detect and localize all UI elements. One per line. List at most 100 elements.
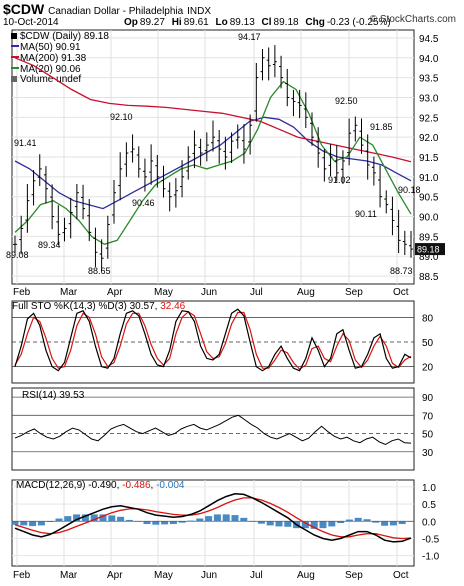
y-tick-label: 90.0 (419, 213, 439, 224)
x-tick-label: Apr (107, 287, 123, 298)
y-tick-label: 94.5 (419, 34, 439, 45)
price-bar (322, 149, 327, 182)
price-bar (124, 142, 129, 177)
price-bar (334, 145, 339, 182)
stoch-legend: Full STO %K(14,3) %D(3) 30.57, 32.46 (12, 301, 186, 312)
macd-legend-sep: , (151, 480, 157, 491)
change-value: -0.23 (-0.25%) (326, 17, 391, 28)
price-bar (347, 118, 352, 166)
price-bar (285, 68, 290, 107)
price-bar (13, 235, 17, 254)
y-tick-label: 50 (422, 338, 434, 349)
high-value: 89.61 (183, 17, 209, 28)
macd-histogram-bar (398, 521, 406, 525)
macd-histogram-bar (372, 521, 380, 523)
chart-title: $CDW Canadian Dollar - Philadelphia INDX (3, 1, 211, 17)
macd-histogram-bar (381, 521, 389, 526)
price-bar (229, 132, 234, 163)
macd-legend-signal: -0.486 (122, 480, 151, 491)
price-annotation: 88.65 (88, 266, 111, 276)
x-tick-label: Aug (297, 287, 315, 298)
macd-histogram-bar (240, 517, 248, 522)
price-bar (105, 215, 110, 259)
y-tick-label: 20 (422, 363, 434, 374)
x-tick-label: Feb (13, 287, 31, 298)
macd-histogram-bar (275, 521, 283, 527)
macd-histogram-bar (222, 514, 230, 522)
price-annotation: 92.50 (335, 96, 358, 106)
price-bar (248, 114, 253, 155)
x-tick-label: May (154, 570, 173, 581)
price-bar (340, 150, 345, 184)
macd-histogram-bar (117, 516, 125, 522)
y-tick-label: 92.5 (419, 113, 439, 124)
x-tick-label: Jun (201, 287, 217, 298)
last-price-value: 89.18 (417, 245, 440, 255)
macd-histogram-bar (213, 514, 221, 522)
macd-histogram-bar (169, 521, 177, 525)
price-bar (136, 146, 141, 178)
x-tick-label: Oct (393, 570, 409, 581)
macd-histogram-bar (257, 521, 265, 524)
price-bar (19, 215, 24, 255)
symbol: $CDW (3, 1, 45, 17)
y-tick-label: 92.0 (419, 133, 439, 144)
x-tick-label: Sep (345, 570, 363, 581)
x-tick-label: Jul (250, 287, 263, 298)
price-bar (272, 45, 277, 78)
close-value: 89.18 (273, 17, 299, 28)
low-value: 89.13 (229, 17, 255, 28)
y-tick-label: -1.0 (422, 552, 440, 563)
price-bar (62, 217, 67, 242)
price-bar (81, 184, 86, 220)
close-label: Cl (261, 17, 272, 28)
macd-histogram-bar (20, 521, 28, 526)
price-bar (297, 89, 302, 119)
change-label: Chg (305, 17, 325, 28)
price-bar (192, 130, 197, 169)
rsi-line (14, 414, 412, 446)
macd-histogram-bar (161, 521, 169, 525)
price-bar (235, 124, 240, 149)
macd-histogram-bar (363, 519, 371, 522)
x-tick-label: Feb (13, 570, 31, 581)
open-value: 89.27 (139, 17, 165, 28)
quote-date: 10-Oct-2014 (3, 17, 59, 28)
x-tick-label: Mar (60, 287, 78, 298)
x-tick-label: May (154, 287, 173, 298)
price-bar (310, 112, 314, 146)
price-annotation: 91.02 (328, 175, 351, 185)
price-bar (74, 183, 79, 220)
macd-histogram-bar (46, 521, 54, 522)
ma200-line (14, 57, 412, 163)
macd-histogram-bar (284, 521, 292, 527)
macd-histogram-bar (55, 518, 63, 522)
macd-histogram-bar (90, 514, 98, 522)
stoch-legend-d: 32.46 (160, 301, 185, 312)
stoch-k-line (14, 308, 412, 372)
y-tick-label: 90.5 (419, 193, 439, 204)
x-tick-label: Jul (250, 570, 263, 581)
macd-histogram-bar (37, 521, 45, 526)
y-tick-label: 80 (422, 313, 434, 324)
price-annotation: 90.11 (355, 209, 377, 219)
price-bar (384, 190, 389, 214)
legend-text: MA(50) 90.91 (20, 42, 81, 53)
low-label: Lo (215, 17, 228, 28)
price-bar (173, 178, 178, 208)
macd-histogram-bar (29, 521, 37, 527)
macd-histogram-bar (187, 520, 195, 522)
macd-histogram-bar (73, 514, 81, 522)
y-tick-label: 0.5 (422, 500, 436, 511)
price-bar (204, 132, 209, 162)
price-bar (291, 89, 296, 117)
y-tick-label: 90 (422, 393, 434, 404)
price-bar (254, 62, 259, 122)
macd-legend-hist: -0.004 (156, 480, 185, 491)
price-bar (396, 209, 401, 254)
price-bar (279, 55, 284, 89)
price-bar (211, 120, 215, 152)
macd-histogram-bar (81, 514, 89, 522)
price-bar (186, 146, 191, 180)
macd-histogram-bar (99, 514, 107, 522)
